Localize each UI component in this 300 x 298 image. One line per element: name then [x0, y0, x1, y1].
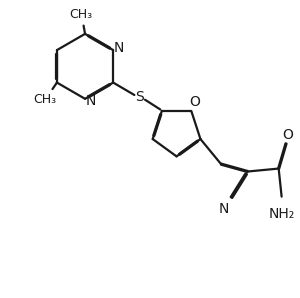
Text: N: N [85, 94, 96, 108]
Text: O: O [282, 128, 293, 142]
Text: CH₃: CH₃ [69, 7, 92, 21]
Text: NH₂: NH₂ [268, 207, 295, 221]
Text: N: N [218, 202, 229, 216]
Text: O: O [189, 95, 200, 109]
Text: N: N [113, 41, 124, 55]
Text: S: S [135, 90, 144, 104]
Text: CH₃: CH₃ [34, 93, 57, 106]
